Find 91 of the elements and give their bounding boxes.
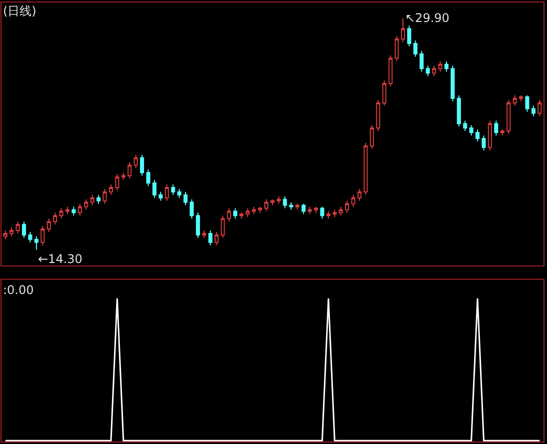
candlestick — [320, 206, 324, 220]
candlestick — [208, 230, 212, 246]
candlestick — [140, 154, 144, 176]
candlestick — [450, 65, 455, 102]
text: ←14.30 — [38, 252, 82, 266]
candlestick — [264, 198, 268, 212]
candlestick — [500, 129, 504, 136]
candlestick — [488, 120, 492, 151]
candlestick — [196, 212, 200, 238]
candlestick — [400, 18, 405, 42]
candlestick — [171, 184, 176, 196]
candlestick — [65, 206, 70, 215]
candlestick — [3, 230, 8, 240]
candlestick — [108, 184, 113, 196]
candlestick — [413, 40, 418, 58]
candlestick — [121, 172, 126, 181]
candlestick — [96, 194, 101, 204]
candlestick — [531, 105, 536, 117]
candlestick — [10, 227, 14, 237]
candlestick — [220, 215, 225, 238]
candlestick — [482, 134, 486, 151]
candlestick — [357, 188, 362, 202]
candlestick — [184, 191, 188, 206]
candlestick — [16, 221, 20, 234]
candlestick — [90, 194, 94, 206]
candlestick — [158, 191, 163, 202]
annotation: ↖29.90 — [405, 11, 450, 25]
candlestick — [295, 203, 300, 210]
candlestick — [40, 226, 45, 246]
candlestick — [407, 25, 412, 47]
candlestick — [177, 188, 182, 198]
candlestick — [494, 120, 498, 136]
candlestick — [512, 94, 517, 106]
candlestick — [270, 198, 275, 206]
candlestick — [518, 94, 524, 102]
candlestick — [438, 60, 442, 72]
candlestick — [22, 221, 26, 238]
candlestick — [202, 230, 206, 238]
candlestick — [59, 208, 64, 220]
candlestick — [146, 169, 150, 186]
candlestick — [252, 206, 256, 215]
candlestick — [338, 206, 343, 216]
candlestick — [364, 142, 368, 196]
candlestick — [382, 80, 386, 106]
candlestick — [326, 210, 330, 220]
candlestick — [46, 218, 51, 232]
candlestick — [506, 99, 511, 134]
candlestick — [233, 208, 238, 220]
candlestick — [370, 124, 374, 150]
candlestick — [420, 50, 424, 72]
chart-title: :0.00 — [3, 283, 34, 297]
candlestick — [463, 120, 468, 132]
candlestick — [332, 209, 337, 218]
candlestick — [214, 231, 219, 246]
candlestick — [426, 65, 430, 77]
chart-title: (日线) — [3, 4, 36, 18]
candlestick — [102, 188, 107, 204]
candlestick — [84, 198, 88, 210]
candlestick — [289, 202, 294, 210]
candlestick — [258, 206, 262, 214]
candlestick — [376, 99, 380, 132]
candlestick — [432, 65, 436, 77]
candlestick — [164, 184, 169, 202]
candlestick — [78, 203, 82, 216]
candlestick — [226, 208, 232, 222]
candlestick — [28, 231, 32, 243]
candlestick — [308, 206, 312, 215]
candlestick — [128, 162, 132, 180]
candlestick — [394, 36, 399, 62]
candlestick — [134, 154, 138, 169]
candlestick — [276, 196, 281, 204]
candlestick — [525, 94, 530, 112]
candlestick — [152, 180, 156, 198]
candlestick — [190, 198, 194, 220]
candlestick — [72, 206, 76, 216]
candlestick — [282, 196, 287, 209]
candlestick — [53, 212, 58, 226]
candlestick — [314, 206, 318, 214]
candlestick — [115, 174, 120, 191]
candlestick — [302, 203, 306, 215]
candlestick — [538, 99, 542, 117]
candlestick — [388, 54, 393, 87]
candlestick — [469, 124, 474, 136]
candlestick — [34, 236, 38, 250]
candlestick — [239, 212, 244, 220]
candlestick — [246, 208, 250, 218]
candlestick — [345, 200, 350, 214]
candlestick — [456, 94, 461, 128]
candlestick — [444, 60, 448, 72]
candlestick — [476, 129, 480, 142]
candlestick — [351, 194, 356, 208]
